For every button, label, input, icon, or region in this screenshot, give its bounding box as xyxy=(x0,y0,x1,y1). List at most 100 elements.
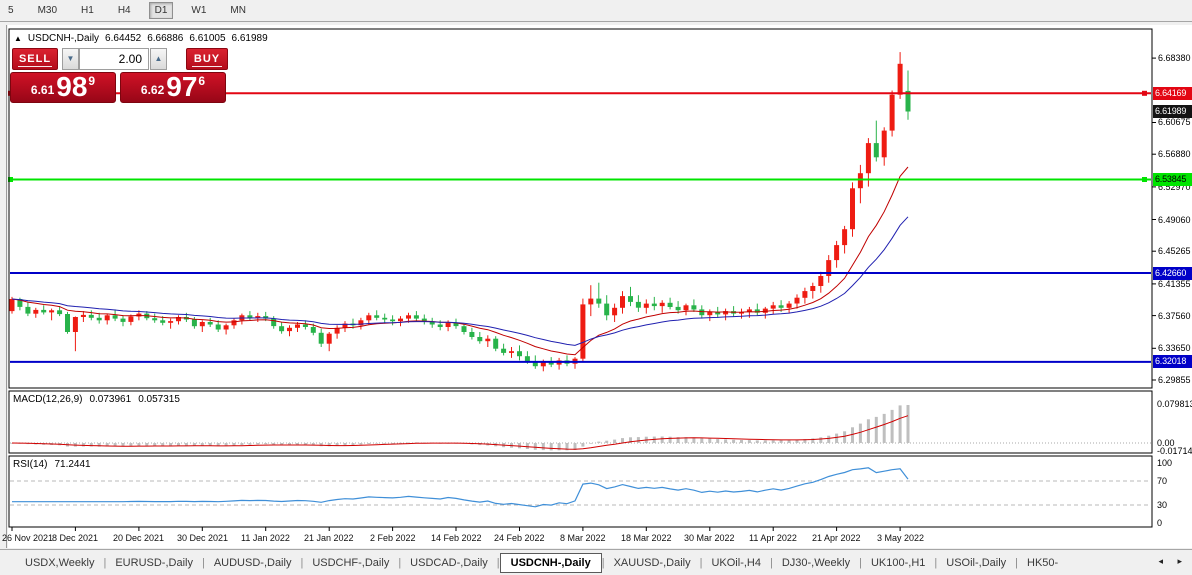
tab-separator: | xyxy=(769,556,773,569)
tab-separator: | xyxy=(1015,556,1019,569)
price-axis-tick: 6.56880 xyxy=(1158,149,1191,159)
timeframe-button-5[interactable]: 5 xyxy=(8,5,14,16)
sell-price-pip: 9 xyxy=(88,74,96,88)
price-axis-tick: 6.29855 xyxy=(1158,375,1191,385)
buy-underline xyxy=(191,66,223,67)
buy-price-big: 97 xyxy=(166,71,198,102)
tab-scroll-arrows[interactable]: ◂ ▸ xyxy=(1158,556,1188,566)
timeframe-button-D1[interactable]: D1 xyxy=(148,2,174,19)
timeframe-button-H1[interactable]: H1 xyxy=(81,5,94,16)
macd-main-value: 0.073961 xyxy=(89,394,132,405)
sell-underline xyxy=(18,66,52,67)
date-axis-label: 18 Mar 2022 xyxy=(621,533,672,543)
date-axis-label: 26 Nov 2021 xyxy=(2,533,54,543)
volume-decrease-button[interactable]: ▼ xyxy=(62,48,79,70)
chart-tab-audusd-daily[interactable]: AUDUSD-,Daily xyxy=(213,556,292,569)
macd-axis-label: 0.079813 xyxy=(1157,399,1192,409)
one-click-trading-panel: SELL ▼ 2.00 ▲ BUY 6.61 98 9 6.62 97 6 xyxy=(10,46,230,106)
buy-price-panel[interactable]: 6.62 97 6 xyxy=(120,72,226,103)
chart-tab-hk50-[interactable]: HK50- xyxy=(1027,556,1059,569)
timeframe-toolbar: 5 M30 H1 H4 D1 W1 MN xyxy=(0,0,1192,22)
price-axis-tick: 6.45265 xyxy=(1158,246,1191,256)
price-axis-tick: 6.41355 xyxy=(1158,279,1191,289)
date-axis-label: 21 Apr 2022 xyxy=(812,533,861,543)
price-level-label-green: 6.53845 xyxy=(1153,173,1192,186)
date-axis-label: 8 Dec 2021 xyxy=(52,533,99,543)
buy-button-label: BUY xyxy=(193,53,221,65)
tab-separator: | xyxy=(103,556,107,569)
rsi-axis-label: 70 xyxy=(1157,476,1168,486)
volume-increase-button[interactable]: ▲ xyxy=(150,48,167,70)
chart-tab-usdcad-daily[interactable]: USDCAD-,Daily xyxy=(410,556,488,569)
chart-tab-dj30-weekly[interactable]: DJ30-,Weekly xyxy=(781,556,851,569)
price-level-label-red: 6.64169 xyxy=(1153,87,1192,100)
sell-price-small: 6.61 xyxy=(30,83,55,97)
timeframe-button-MN[interactable]: MN xyxy=(230,5,246,16)
timeframe-button-M30[interactable]: M30 xyxy=(37,5,58,16)
price-axis-tick: 6.52970 xyxy=(1158,182,1191,192)
macd-name: MACD(12,26,9) xyxy=(13,394,83,405)
date-axis-label: 3 May 2022 xyxy=(877,533,925,543)
price-level-label-blue: 6.32018 xyxy=(1153,355,1192,368)
price-axis-tick: 6.37560 xyxy=(1158,311,1191,321)
chart-tab-usdx-weekly[interactable]: USDX,Weekly xyxy=(25,556,95,569)
rsi-name: RSI(14) xyxy=(13,459,48,470)
chart-tab-eurusd-daily[interactable]: EURUSD-,Daily xyxy=(115,556,193,569)
high-value: 6.66886 xyxy=(147,33,184,44)
tab-separator: | xyxy=(699,556,703,569)
date-axis-label: 11 Apr 2022 xyxy=(749,533,797,543)
chart-tab-ukoil-h4[interactable]: UKOil-,H4 xyxy=(711,556,761,569)
chart-tab-uk100-h1[interactable]: UK100-,H1 xyxy=(870,556,926,569)
date-axis-label: 30 Mar 2022 xyxy=(684,533,735,543)
chart-tab-xauusd-daily[interactable]: XAUUSD-,Daily xyxy=(613,556,691,569)
price-axis-tick: 6.33650 xyxy=(1158,343,1191,353)
timeframe-button-W1[interactable]: W1 xyxy=(191,5,207,16)
rsi-label: RSI(14) 71.2441 xyxy=(13,459,98,470)
tab-separator: | xyxy=(934,556,938,569)
collapse-panel-icon[interactable]: ▲ xyxy=(14,34,22,43)
sell-button[interactable]: SELL xyxy=(12,48,58,70)
buy-price-pip: 6 xyxy=(198,74,206,88)
macd-axis-label: 0.00 xyxy=(1157,438,1175,448)
date-axis-label: 21 Jan 2022 xyxy=(304,533,354,543)
volume-input[interactable]: 2.00 xyxy=(79,48,149,70)
tab-separator: | xyxy=(601,556,605,569)
date-axis-label: 11 Jan 2022 xyxy=(241,533,290,543)
tab-separator: | xyxy=(398,556,402,569)
sell-price-big: 98 xyxy=(56,71,88,102)
price-axis-tick: 6.60675 xyxy=(1158,117,1191,127)
symbol-period-label: USDCNH-,Daily xyxy=(27,33,100,44)
chart-ohlc-header: ▲ USDCNH-,Daily 6.64452 6.66886 6.61005 6.619… xyxy=(14,33,268,44)
buy-button[interactable]: BUY xyxy=(186,48,228,70)
date-axis-label: 2 Feb 2022 xyxy=(370,533,416,543)
macd-signal-value: 0.057315 xyxy=(138,394,180,405)
rsi-axis-label: 0 xyxy=(1157,518,1163,528)
sell-price-panel[interactable]: 6.61 98 9 xyxy=(10,72,116,103)
rsi-value: 71.2441 xyxy=(54,459,91,470)
date-axis-label: 20 Dec 2021 xyxy=(113,533,165,543)
date-axis-label: 8 Mar 2022 xyxy=(560,533,606,543)
tab-separator: | xyxy=(300,556,304,569)
buy-price-small: 6.62 xyxy=(140,83,165,97)
price-level-label-blue: 6.42660 xyxy=(1153,267,1192,280)
tab-separator: | xyxy=(859,556,862,569)
price-axis-tick: 6.49060 xyxy=(1158,215,1191,225)
date-axis-label: 14 Feb 2022 xyxy=(431,533,482,543)
chart-tab-bar: USDX,Weekly | EURUSD-,Daily | AUDUSD-,Daily |… xyxy=(0,549,1192,575)
date-axis-label: 24 Feb 2022 xyxy=(494,533,545,543)
macd-axis-label: -0.017148 xyxy=(1157,446,1192,456)
rsi-axis-label: 30 xyxy=(1157,500,1168,510)
timeframe-button-H4[interactable]: H4 xyxy=(117,5,131,16)
macd-label: MACD(12,26,9) 0.073961 0.057315 xyxy=(13,394,187,405)
chart-tab-usoil-daily[interactable]: USOil-,Daily xyxy=(946,556,1007,569)
chart-tab-usdcnh-daily[interactable]: USDCNH-,Daily xyxy=(499,552,602,573)
sell-button-label: SELL xyxy=(18,53,52,65)
chart-tab-usdchf-daily[interactable]: USDCHF-,Daily xyxy=(312,556,390,569)
tab-separator: | xyxy=(201,556,205,569)
low-value: 6.61005 xyxy=(189,33,226,44)
rsi-axis-label: 100 xyxy=(1157,458,1173,468)
price-axis-tick: 6.68380 xyxy=(1158,53,1191,63)
tab-separator: | xyxy=(496,556,500,569)
